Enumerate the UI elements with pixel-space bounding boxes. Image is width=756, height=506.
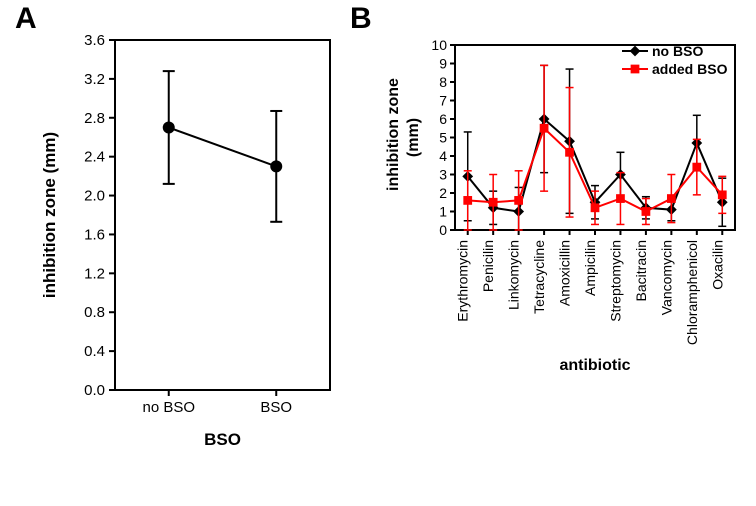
- svg-text:5: 5: [439, 130, 447, 146]
- svg-text:Erythromycin: Erythromycin: [455, 240, 471, 322]
- svg-text:2: 2: [439, 185, 447, 201]
- panel-a-ylabel: inhibition zone (mm): [40, 132, 59, 298]
- svg-text:Chloramphenicol: Chloramphenicol: [684, 240, 700, 345]
- svg-text:1: 1: [439, 204, 447, 220]
- panel-a-xlabel: BSO: [204, 430, 241, 449]
- svg-text:Ampicilin: Ampicilin: [582, 240, 598, 296]
- svg-text:added BSO: added BSO: [652, 61, 728, 77]
- svg-text:Streptomycin: Streptomycin: [607, 240, 623, 322]
- svg-text:inhibition zone: inhibition zone: [385, 78, 402, 191]
- svg-text:3.2: 3.2: [84, 71, 105, 88]
- svg-text:3: 3: [439, 167, 447, 183]
- svg-text:0: 0: [439, 222, 447, 238]
- svg-text:2.0: 2.0: [84, 188, 105, 205]
- panel-b-label: B: [350, 2, 372, 36]
- svg-text:Penicilin: Penicilin: [480, 240, 496, 292]
- panel-b-chart: 0 1 2 3 4 5 6 7 8 9 10 inhibition zone(mm) Erythromy…: [370, 15, 750, 485]
- svg-text:no BSO: no BSO: [142, 399, 195, 416]
- svg-text:0.0: 0.0: [84, 382, 105, 399]
- svg-text:10: 10: [431, 37, 447, 53]
- svg-text:0.4: 0.4: [84, 343, 105, 360]
- svg-text:1.2: 1.2: [84, 265, 105, 282]
- svg-text:6: 6: [439, 111, 447, 127]
- svg-text:no BSO: no BSO: [652, 43, 703, 59]
- panel-b-ylabel: inhibition zone(mm): [385, 78, 422, 191]
- svg-text:Tetracycline: Tetracycline: [531, 240, 547, 314]
- svg-text:8: 8: [439, 74, 447, 90]
- svg-text:Amoxicillin: Amoxicillin: [557, 240, 573, 306]
- svg-text:Vancomycin: Vancomycin: [658, 240, 674, 315]
- svg-text:2.4: 2.4: [84, 149, 105, 166]
- svg-text:1.6: 1.6: [84, 226, 105, 243]
- svg-text:7: 7: [439, 93, 447, 109]
- panel-b-xlabel: antibiotic: [559, 357, 630, 374]
- svg-text:9: 9: [439, 56, 447, 72]
- svg-text:3.6: 3.6: [84, 32, 105, 49]
- svg-text:Linkomycin: Linkomycin: [506, 240, 522, 310]
- svg-text:BSO: BSO: [260, 399, 292, 416]
- svg-text:2.8: 2.8: [84, 110, 105, 127]
- svg-text:Bacitracin: Bacitracin: [633, 240, 649, 301]
- svg-text:4: 4: [439, 148, 447, 164]
- svg-text:Oxacilin: Oxacilin: [709, 240, 725, 290]
- svg-text:0.8: 0.8: [84, 304, 105, 321]
- panel-a-chart: 0.0 0.4 0.8 1.2 1.6 2.0 2.4 2.8 3.2 3.6 inhibition…: [20, 15, 350, 485]
- svg-text:(mm): (mm): [405, 118, 422, 157]
